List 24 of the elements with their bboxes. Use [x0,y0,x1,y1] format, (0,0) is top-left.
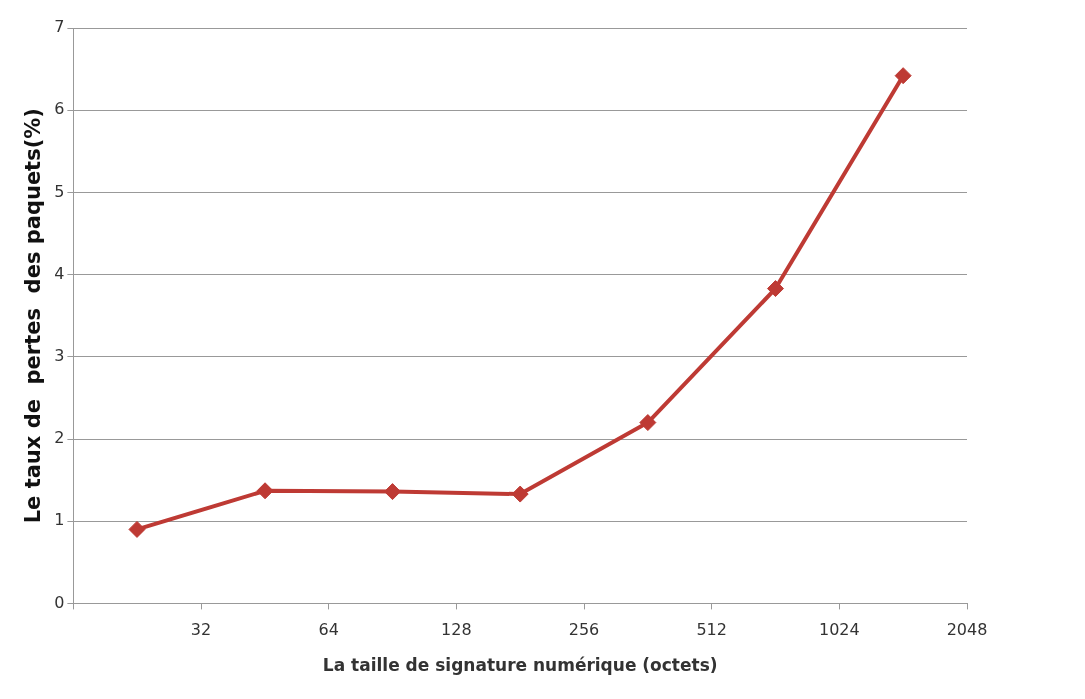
y-tick-label: 4 [54,263,65,283]
point [128,520,146,538]
point [894,67,912,85]
x-tick-label: 128 [441,620,472,640]
y-tick-label: 2 [54,428,65,448]
x-tick-label: 256 [568,620,600,640]
x-tick-label: 512 [696,620,727,640]
x-tick-label: 2048 [946,620,988,640]
point [511,485,529,503]
point [256,482,274,500]
x-axis-title: La taille de signature numérique (octets) [322,655,718,676]
y-tick-label: 6 [54,99,65,119]
point [384,483,402,501]
x-tick-label: 1024 [818,620,860,640]
y-tick-label: 5 [54,181,65,201]
point [766,280,784,298]
y-axis-title: Le taux de pertes des paquets(%) [21,108,46,524]
x-tick-label: 64 [318,620,339,640]
y-tick-label: 1 [54,510,65,530]
y-tick-label: 7 [54,17,65,37]
point [639,414,657,432]
y-tick-label: 0 [54,592,65,612]
x-tick-label: 32 [190,620,212,640]
y-tick-label: 3 [54,345,65,365]
